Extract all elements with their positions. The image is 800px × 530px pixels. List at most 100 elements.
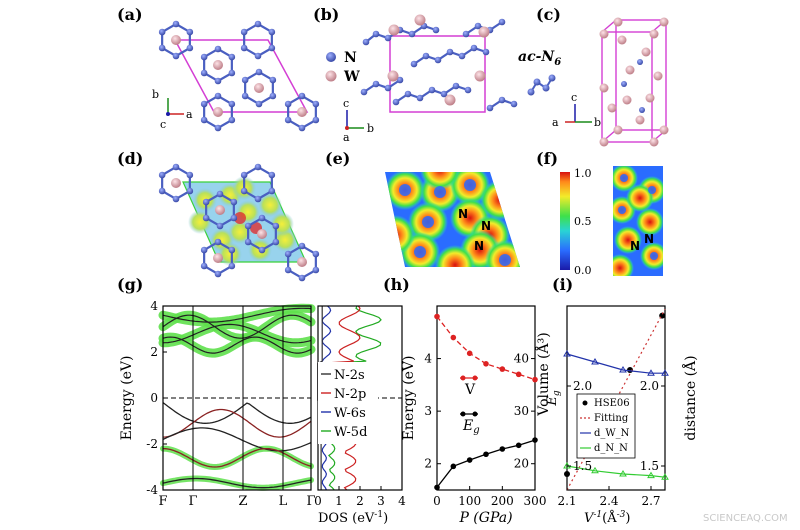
i-ytick-right: 2.0 (640, 379, 659, 393)
atom-label-e-3: N (474, 239, 484, 253)
h-series-V (436, 316, 536, 381)
h-legend-eg: Eg (462, 418, 480, 436)
axis-b-label-c: b (594, 116, 601, 129)
fatband (160, 445, 314, 471)
h-ytick-left: 4 (424, 352, 432, 366)
i-point-d_W_N (647, 369, 655, 376)
atom-label-e-2: N (481, 219, 491, 233)
h-ytick-right: 20 (514, 457, 529, 471)
panel-label-f: (f) (536, 149, 558, 168)
h-point-Eg (515, 442, 522, 449)
pressure-plot-h: 0 100 200 300 2 3 4 20 30 40 Energy (eV) Volume (… (401, 305, 552, 526)
i-ylabel-right: distance (Å) (681, 355, 699, 440)
panel-label-b: (b) (313, 5, 339, 24)
w-atom (474, 70, 486, 82)
n-atom (637, 59, 643, 65)
h-point-Eg (483, 451, 489, 458)
w-atom (213, 107, 223, 117)
h-point-Eg (450, 463, 457, 470)
axis-triad-c: c a b (552, 91, 601, 129)
w-atom (213, 253, 223, 263)
w-atom (599, 137, 609, 147)
w-atom (659, 125, 669, 135)
h-legend-v: V (464, 382, 476, 398)
n6-ring (284, 242, 320, 282)
h-xtick: 0 (433, 494, 441, 508)
w-atom (478, 26, 490, 38)
h-point-V (450, 334, 457, 341)
w-atom (613, 125, 623, 135)
band-line (162, 314, 312, 339)
w-atom (625, 65, 635, 75)
n-chain (362, 22, 440, 46)
panel-label-c: (c) (536, 5, 561, 24)
axis-b-label-b: b (367, 122, 374, 135)
n6-ring (241, 68, 277, 108)
axis-c-label-a: c (160, 118, 166, 131)
k-point-label: L (279, 494, 288, 509)
crystal-structure-a: b a c (152, 20, 320, 132)
colorbar-mid: 0.5 (574, 215, 592, 228)
dos-xtick: 3 (377, 494, 385, 508)
h-ytick-left: 2 (424, 457, 432, 471)
axis-a-label-c: a (552, 116, 559, 129)
n6-ring (244, 214, 280, 254)
h-xlabel: P (GPa) (458, 510, 512, 526)
atom-label-f-2: N (644, 232, 654, 246)
dos-xtick: 2 (356, 494, 364, 508)
unit-cell-c (601, 19, 667, 143)
panel-label-d: (d) (117, 149, 143, 168)
dos-xtick: 0 (314, 494, 322, 508)
n6-ring (240, 20, 276, 60)
n-atom (639, 107, 645, 113)
crystal-structure-b: N W c a b (325, 14, 518, 144)
w-atom (297, 107, 307, 117)
h-point-V (466, 350, 473, 357)
w-atom (613, 17, 623, 27)
dos-legend-2: W-6s (334, 406, 366, 421)
n-chain (392, 82, 472, 106)
h-ylabel-left: Energy (eV) (401, 356, 417, 441)
w-atom (607, 103, 617, 113)
w-atom (414, 14, 426, 26)
i-point-d_W_N (619, 366, 627, 373)
w-atom (641, 47, 651, 57)
w-atom (635, 115, 645, 125)
band-line (162, 336, 312, 354)
i-legend-1: Fitting (594, 413, 629, 424)
i-point-d_N_N (661, 473, 669, 480)
w-atom (254, 83, 264, 93)
colorbar-max: 1.0 (574, 167, 592, 180)
w-atom (599, 29, 609, 39)
h-ytick-right: 30 (514, 404, 529, 418)
w-atom (388, 24, 400, 36)
k-point-label: Γ (188, 494, 197, 509)
i-legend-3: d_N_N (594, 443, 628, 454)
dos-xtick: 1 (335, 494, 343, 508)
w-atom (171, 35, 181, 45)
atom-label-e-1: N (458, 207, 468, 221)
n6-ring (200, 238, 236, 278)
i-point-d_N_N (619, 470, 627, 477)
h-xtick: 200 (491, 494, 514, 508)
k-point-label: F (158, 494, 167, 509)
w-atom (617, 35, 627, 45)
n6-ring (202, 190, 238, 230)
w-atom (213, 60, 223, 70)
w-atom (649, 137, 659, 147)
n-chain (360, 76, 404, 96)
h-legend: V Eg (460, 375, 480, 436)
h-point-Eg (532, 437, 538, 443)
watermark: SCIENCEAQ.COM (703, 513, 788, 524)
i-series-Fitting (566, 308, 666, 491)
i-point-d_N_N (647, 471, 655, 479)
w-atom (622, 95, 632, 105)
h-ylabel-right: Volume (Å³) (534, 332, 552, 416)
dos-xtick: 4 (398, 494, 406, 508)
axis-triad-b: c a b (343, 97, 374, 144)
n6-ring (284, 92, 320, 132)
crystal-structure-c: ac-N6 c a b (518, 17, 669, 147)
i-legend-2: d_W_N (594, 428, 630, 439)
n6-ring (158, 20, 194, 60)
